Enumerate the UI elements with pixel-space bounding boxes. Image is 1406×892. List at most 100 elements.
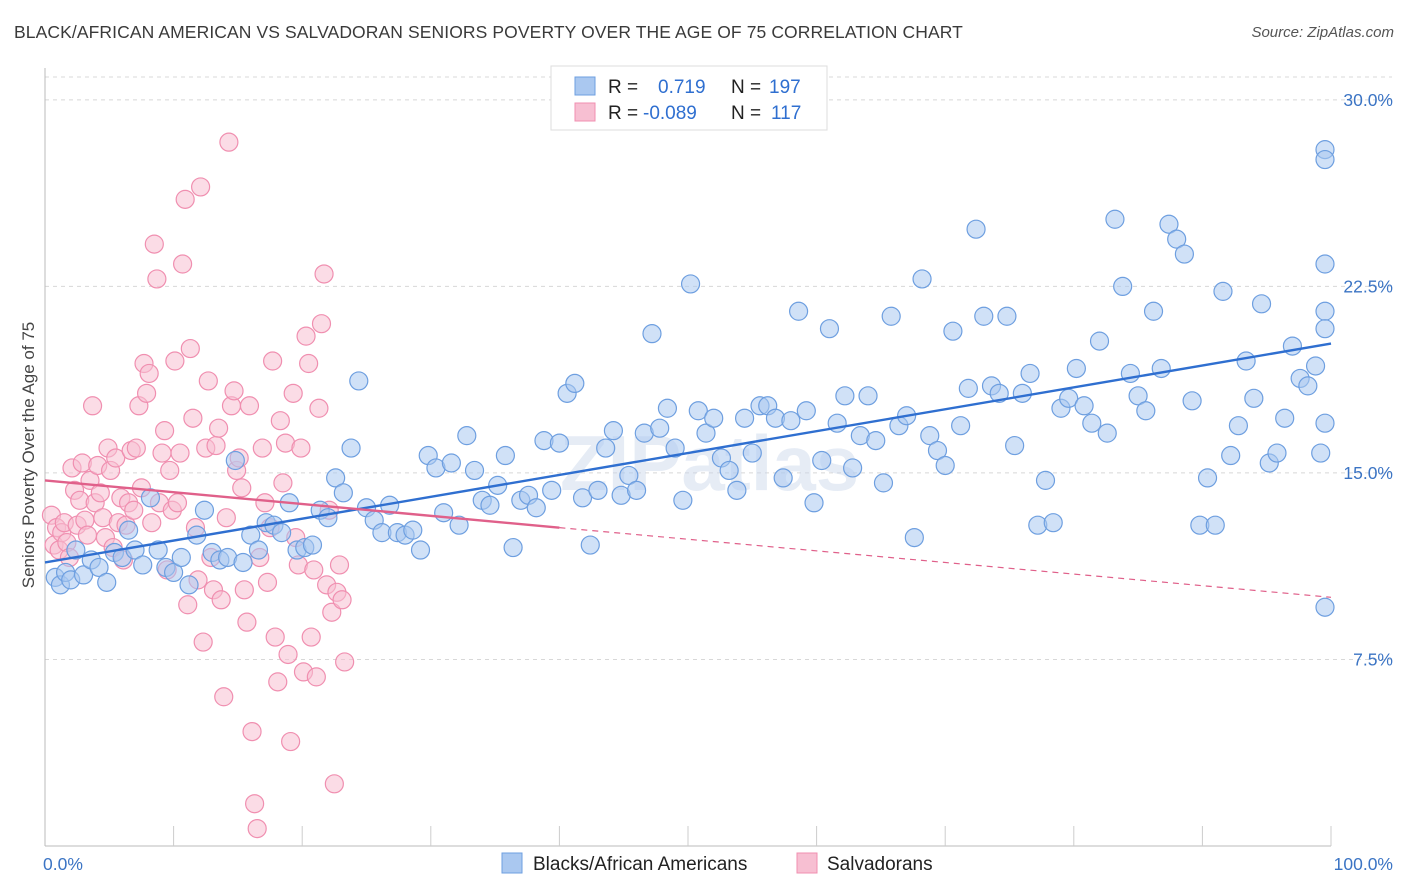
point-blacks xyxy=(1205,515,1225,535)
point-blacks xyxy=(565,373,585,393)
point-salvadorans xyxy=(206,435,226,456)
point-blacks xyxy=(1113,276,1133,297)
axes xyxy=(44,68,1332,847)
point-salvadorans xyxy=(270,411,290,431)
point-salvadorans xyxy=(191,177,211,197)
point-salvadorans xyxy=(283,383,303,403)
point-blacks xyxy=(1035,470,1056,490)
point-blacks xyxy=(318,508,338,528)
legend-r-label-blacks: R = xyxy=(608,77,638,98)
point-blacks xyxy=(727,480,747,500)
point-salvadorans xyxy=(273,473,293,493)
point-blacks xyxy=(441,453,461,473)
point-blacks xyxy=(1213,281,1233,301)
point-blacks xyxy=(572,488,593,508)
point-blacks xyxy=(171,547,191,568)
y-tick-label: 7.5% xyxy=(1353,649,1393,669)
point-blacks xyxy=(704,408,724,428)
point-blacks xyxy=(241,525,261,545)
legend-r-value-salvadorans: -0.089 xyxy=(643,103,697,124)
point-blacks xyxy=(619,465,639,486)
point-salvadorans xyxy=(180,338,200,359)
point-blacks xyxy=(140,488,161,508)
point-salvadorans xyxy=(314,264,334,284)
point-salvadorans xyxy=(209,418,229,438)
point-blacks xyxy=(642,324,662,344)
point-blacks xyxy=(858,386,878,406)
point-salvadorans xyxy=(219,132,239,152)
point-blacks xyxy=(1167,229,1187,249)
point-salvadorans xyxy=(263,351,283,371)
point-blacks xyxy=(464,460,485,481)
x-tick-label-min: 0.0% xyxy=(43,854,83,874)
point-blacks xyxy=(912,269,932,289)
point-blacks xyxy=(148,540,168,560)
point-blacks xyxy=(133,555,153,575)
point-blacks xyxy=(272,523,292,543)
point-blacks xyxy=(881,306,901,326)
legend-r-label-salvadorans: R = xyxy=(608,103,638,124)
point-salvadorans xyxy=(278,644,298,665)
point-salvadorans xyxy=(239,396,260,416)
legend: R = 0.719 N = 197 R = -0.089 N = 117 xyxy=(550,65,828,131)
point-blacks xyxy=(650,418,670,438)
point-salvadorans xyxy=(252,438,272,458)
point-salvadorans xyxy=(142,513,162,533)
point-blacks xyxy=(1315,254,1335,274)
point-blacks xyxy=(66,540,86,560)
point-salvadorans xyxy=(255,493,275,513)
legend-swatch-salvadorans xyxy=(574,102,596,122)
point-salvadorans xyxy=(296,326,316,346)
trend-line-salvadorans-extension xyxy=(559,527,1332,598)
point-salvadorans xyxy=(268,672,288,692)
legend-swatch-blacks xyxy=(574,76,596,96)
point-blacks xyxy=(688,401,708,421)
x-tick-label-max: 100.0% xyxy=(1334,854,1393,874)
point-blacks xyxy=(626,480,647,500)
point-blacks xyxy=(1020,363,1040,384)
point-blacks xyxy=(951,416,971,436)
point-salvadorans xyxy=(198,371,218,391)
trend-line-blacks xyxy=(44,342,1332,564)
point-blacks xyxy=(1159,214,1179,234)
point-salvadorans xyxy=(152,443,172,463)
point-blacks xyxy=(835,386,855,406)
point-salvadorans xyxy=(154,421,175,441)
point-blacks xyxy=(449,515,469,535)
point-blacks xyxy=(118,520,139,540)
point-blacks xyxy=(580,535,600,555)
point-blacks xyxy=(1128,386,1148,406)
point-salvadorans xyxy=(160,460,180,481)
point-blacks xyxy=(233,552,253,573)
chart-title: BLACK/AFRICAN AMERICAN VS SALVADORAN SEN… xyxy=(14,22,963,42)
chart-source: Source: ZipAtlas.com xyxy=(1251,24,1394,41)
point-blacks xyxy=(603,421,624,441)
point-salvadorans xyxy=(170,443,190,463)
point-blacks xyxy=(457,426,477,446)
point-blacks xyxy=(1236,351,1256,371)
point-blacks xyxy=(873,473,894,493)
point-salvadorans xyxy=(124,500,144,520)
point-blacks xyxy=(302,535,323,555)
bottom-legend: Blacks/African Americans Salvadorans xyxy=(501,852,933,875)
point-blacks xyxy=(164,562,184,583)
point-blacks xyxy=(696,423,716,443)
point-blacks xyxy=(657,398,678,418)
point-salvadorans xyxy=(306,667,326,687)
point-salvadorans xyxy=(144,234,164,254)
point-blacks xyxy=(1228,416,1249,436)
legend-r-value-blacks: 0.719 xyxy=(658,77,706,98)
legend-n-value-blacks: 197 xyxy=(769,77,801,98)
point-salvadorans xyxy=(165,351,185,371)
point-salvadorans xyxy=(335,652,355,672)
point-blacks xyxy=(349,371,369,391)
point-salvadorans xyxy=(178,595,198,615)
point-salvadorans xyxy=(106,448,126,468)
point-blacks xyxy=(1251,294,1272,314)
point-blacks xyxy=(503,537,523,558)
point-blacks xyxy=(1005,435,1025,456)
point-blacks xyxy=(1315,597,1335,617)
point-blacks xyxy=(927,440,948,461)
point-blacks xyxy=(734,408,755,428)
